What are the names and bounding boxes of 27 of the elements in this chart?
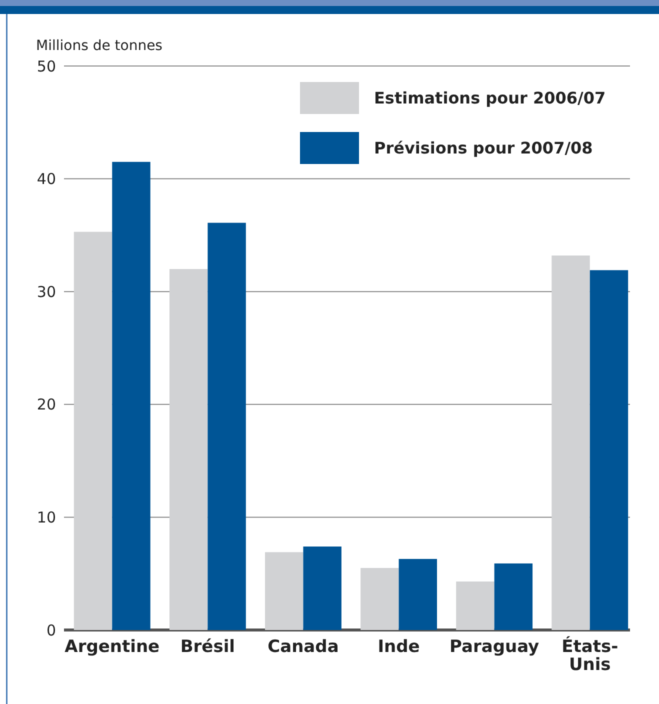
bar <box>112 162 150 630</box>
bar <box>398 558 437 630</box>
y-tick-label: 40 <box>36 170 56 188</box>
x-tick-label: Brésil <box>180 637 236 657</box>
x-tick-label: Inde <box>378 637 420 657</box>
bar <box>552 256 590 630</box>
y-tick-label: 50 <box>36 57 56 76</box>
bar <box>169 269 208 630</box>
x-tick-label: Paraguay <box>450 637 540 657</box>
bar <box>494 563 533 630</box>
y-tick-label: 30 <box>36 282 56 301</box>
bar <box>265 552 304 630</box>
bar <box>208 222 246 630</box>
x-tick-label: Argentine <box>64 637 160 657</box>
x-tick-label: Canada <box>268 637 339 657</box>
y-tick-label: 10 <box>36 508 56 526</box>
x-tick-label: États-Unis <box>562 636 618 675</box>
y-tick-label: 0 <box>46 621 56 640</box>
bar <box>303 546 342 630</box>
y-tick-label: 20 <box>36 396 56 414</box>
bar <box>74 232 112 630</box>
legend-label: Estimations pour 2006/07 <box>374 88 606 108</box>
y-axis-title: Millions de tonnes <box>36 38 162 54</box>
bar <box>590 270 628 630</box>
bar <box>456 581 494 630</box>
bar <box>360 568 399 630</box>
legend-label: Prévisions pour 2007/08 <box>374 138 593 158</box>
